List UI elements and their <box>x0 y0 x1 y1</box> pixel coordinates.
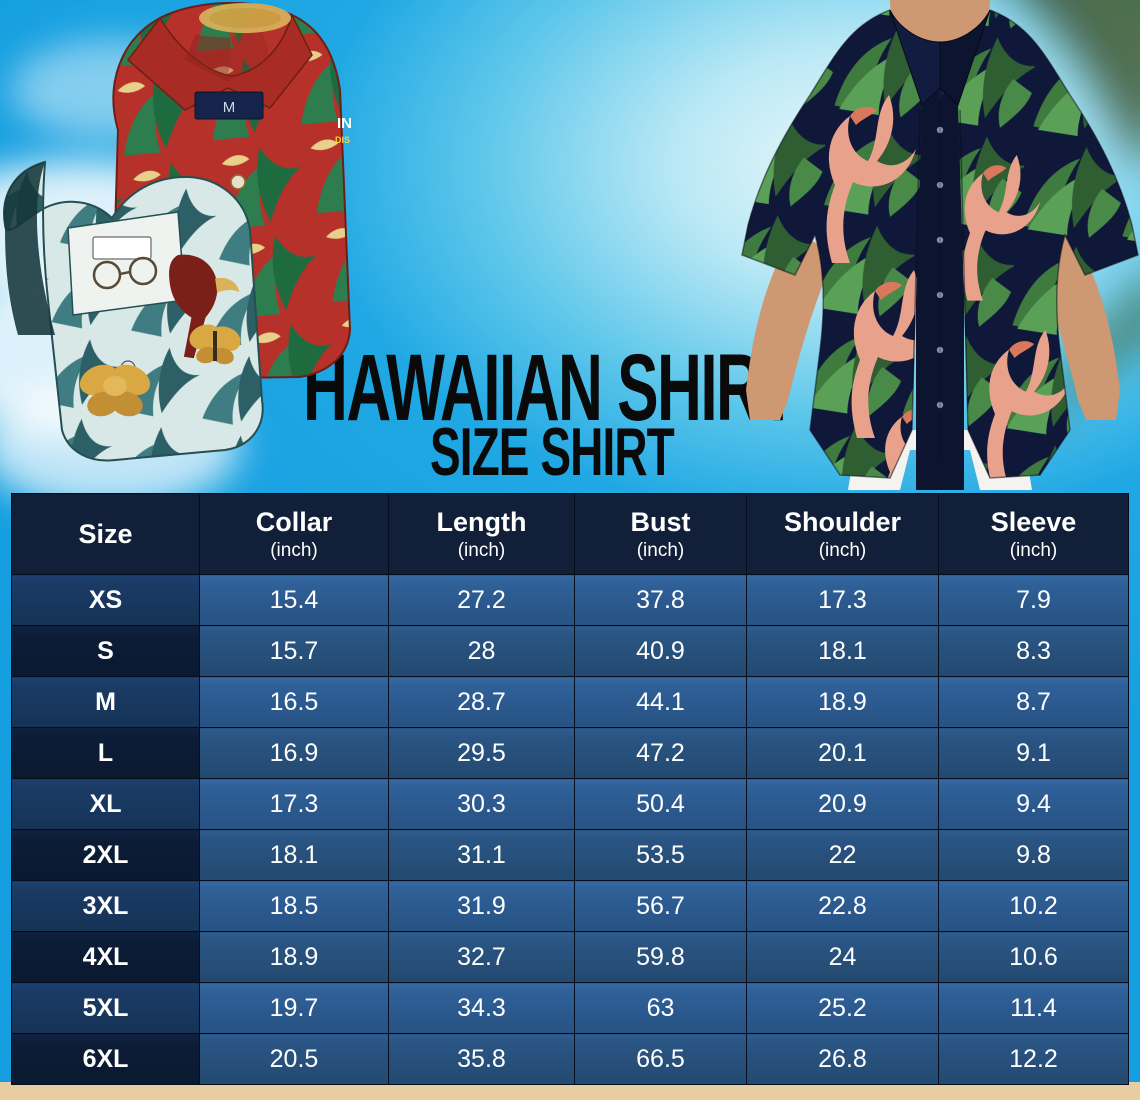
svg-text:DIS: DIS <box>335 135 350 145</box>
svg-text:IN: IN <box>337 115 352 132</box>
svg-text:M: M <box>223 99 236 116</box>
